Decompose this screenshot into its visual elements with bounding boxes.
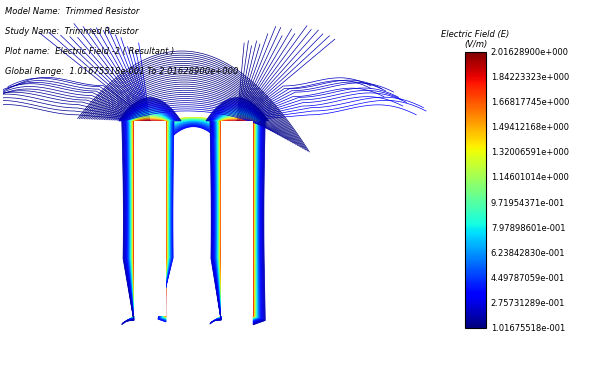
Text: Global Range:  1.01675518e-001 To 2.01628900e+000: Global Range: 1.01675518e-001 To 2.01628… xyxy=(5,67,239,76)
Bar xyxy=(134,121,166,316)
Text: Study Name:  Trimmed Resistor: Study Name: Trimmed Resistor xyxy=(5,27,139,36)
Text: Model Name:  Trimmed Resistor: Model Name: Trimmed Resistor xyxy=(5,7,140,16)
Bar xyxy=(221,121,253,316)
Title: Electric Field (E)
(V/m): Electric Field (E) (V/m) xyxy=(442,30,509,49)
Text: Plot name:  Electric Field.-2 ( Resultant ): Plot name: Electric Field.-2 ( Resultant… xyxy=(5,47,175,56)
